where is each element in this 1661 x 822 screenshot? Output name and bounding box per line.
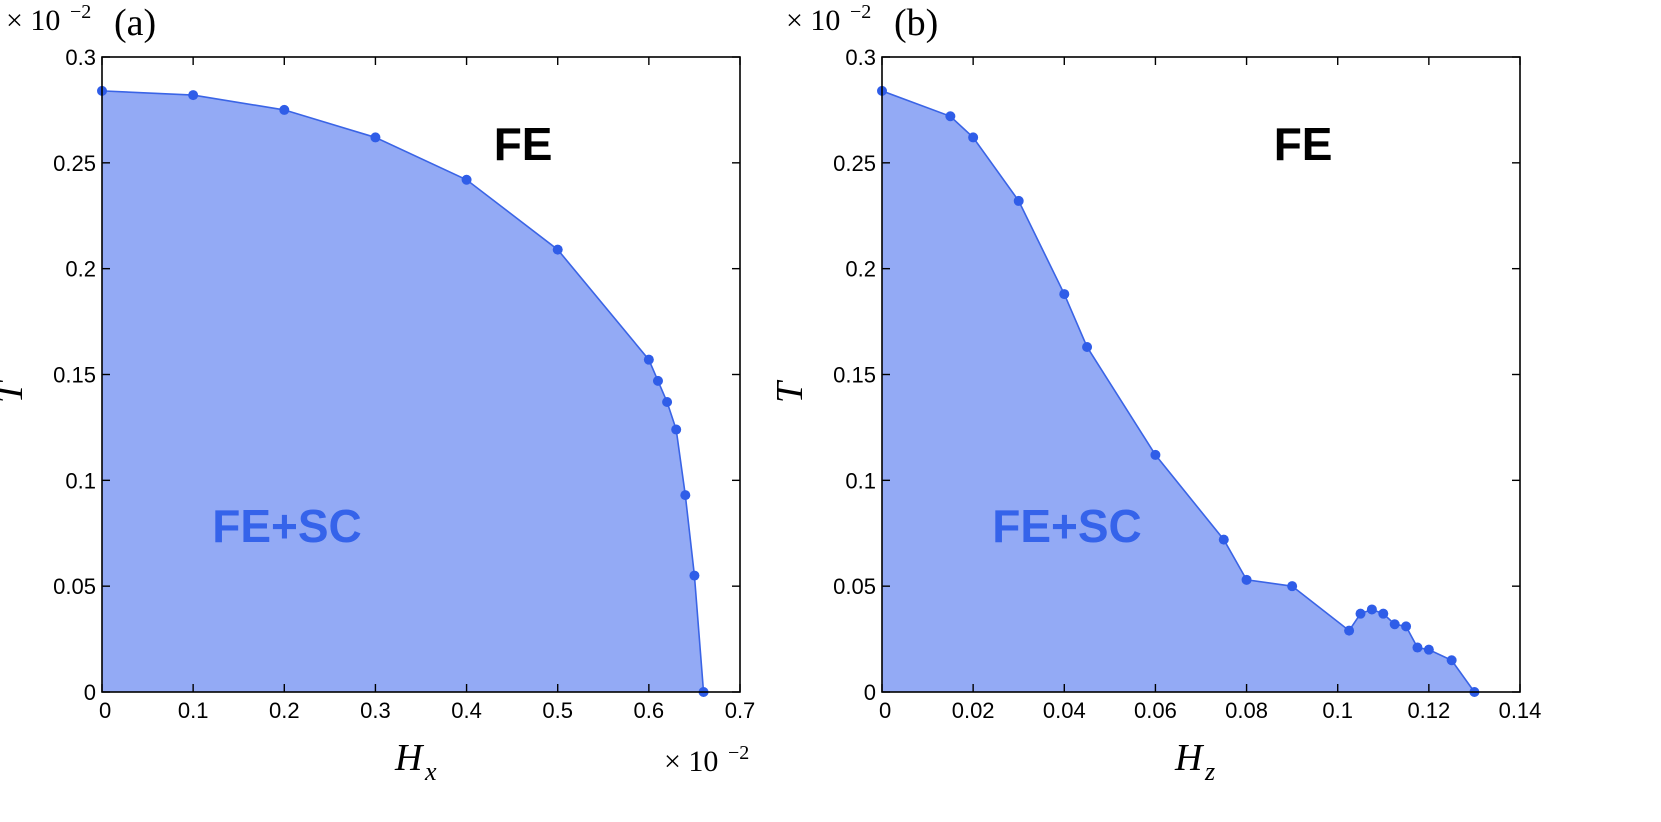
- data-point-5: [552, 244, 563, 255]
- y-multiplier-base: × 10: [6, 4, 60, 37]
- y-tick-label: 0.05: [833, 574, 876, 599]
- x-tick-label: 0.6: [634, 698, 665, 723]
- data-point-9: [1287, 581, 1298, 592]
- y-axis-label: T: [769, 379, 811, 403]
- y-tick-label: 0.15: [833, 363, 876, 388]
- panel-a: 0 0.1 0.2 0.3 0.4 0.5 0.6 0.7 0 0.05 0.1 0.15 0.2 0.2…: [0, 1, 755, 786]
- data-point-3: [1013, 195, 1024, 206]
- data-point-4: [1059, 289, 1070, 300]
- x-tick-label: 0.2: [269, 698, 300, 723]
- data-point-7: [652, 375, 663, 386]
- y-tick-label: 0.3: [845, 45, 876, 70]
- data-point-15: [1401, 621, 1412, 632]
- data-point-1: [188, 90, 199, 101]
- fe-sc-region-area: [102, 90, 704, 692]
- data-point-6: [643, 354, 654, 365]
- y-tick-label: 0: [864, 680, 876, 705]
- fe-sc-region-area: [882, 90, 1475, 692]
- x-tick-label: 0: [879, 698, 891, 723]
- panel-b: 0 0.02 0.04 0.06 0.08 0.1 0.12 0.14 0 0.05 0.1 0.15…: [769, 1, 1541, 786]
- x-tick-label: 0.14: [1499, 698, 1542, 723]
- x-multiplier: × 10 −2: [664, 742, 749, 778]
- x-tick-label: 0.5: [542, 698, 573, 723]
- data-point-4: [461, 174, 472, 185]
- data-point-11: [1355, 608, 1366, 619]
- y-tick-label: 0: [84, 680, 96, 705]
- y-multiplier-base: × 10: [786, 4, 840, 37]
- x-tick-label: 0.1: [1322, 698, 1353, 723]
- data-point-6: [1150, 449, 1161, 460]
- data-point-3: [370, 132, 381, 143]
- y-tick-label: 0.25: [53, 151, 96, 176]
- y-tick-label: 0.1: [845, 468, 876, 493]
- y-tick-label: 0.15: [53, 363, 96, 388]
- x-axis-label-var: H: [1174, 737, 1205, 779]
- axis-ticks: 0 0.02 0.04 0.06 0.08 0.1 0.12 0.14 0 0.05 0.1 0.15…: [833, 45, 1541, 723]
- data-point-16: [1412, 642, 1423, 653]
- y-multiplier-exponent: −2: [70, 1, 91, 23]
- panel-label: (b): [894, 2, 938, 44]
- data-point-14: [1389, 619, 1400, 630]
- y-tick-label: 0.3: [65, 45, 96, 70]
- x-tick-label: 0.4: [451, 698, 482, 723]
- data-point-10: [680, 490, 691, 501]
- region-label-fe-sc: FE+SC: [992, 500, 1142, 552]
- data-point-11: [689, 570, 700, 581]
- y-axis-label: T: [0, 379, 31, 403]
- x-tick-label: 0.08: [1225, 698, 1268, 723]
- data-point-18: [1446, 655, 1457, 666]
- data-point-9: [671, 424, 682, 435]
- x-axis-label-var: H: [394, 737, 425, 779]
- x-tick-label: 0.02: [952, 698, 995, 723]
- x-axis-label-sub: x: [424, 757, 437, 786]
- x-tick-label: 0.04: [1043, 698, 1086, 723]
- y-multiplier-exponent: −2: [850, 1, 871, 23]
- x-tick-label: 0.06: [1134, 698, 1177, 723]
- data-point-10: [1344, 625, 1355, 636]
- data-point-7: [1218, 534, 1229, 545]
- x-tick-label: 0.1: [178, 698, 209, 723]
- region-label-fe: FE: [494, 118, 553, 170]
- x-axis-label: H z: [1174, 737, 1215, 786]
- x-tick-label: 0: [99, 698, 111, 723]
- x-tick-label: 0.12: [1407, 698, 1450, 723]
- data-point-2: [279, 104, 290, 115]
- region-label-fe-sc: FE+SC: [212, 500, 362, 552]
- data-points: [97, 85, 709, 697]
- x-tick-label: 0.7: [725, 698, 756, 723]
- data-point-17: [1423, 644, 1434, 655]
- x-multiplier-base: × 10: [664, 745, 718, 778]
- y-tick-label: 0.1: [65, 468, 96, 493]
- data-point-12: [1366, 604, 1377, 615]
- data-point-1: [945, 111, 956, 122]
- y-multiplier: × 10 −2: [6, 1, 91, 37]
- region-label-fe: FE: [1274, 118, 1333, 170]
- y-multiplier: × 10 −2: [786, 1, 871, 37]
- x-axis-label-sub: z: [1204, 757, 1215, 786]
- data-point-8: [1241, 574, 1252, 585]
- x-tick-label: 0.3: [360, 698, 391, 723]
- x-axis-label: H x: [394, 737, 437, 786]
- panel-label: (a): [114, 2, 156, 44]
- y-tick-label: 0.2: [65, 257, 96, 282]
- y-tick-label: 0.2: [845, 257, 876, 282]
- data-point-2: [968, 132, 979, 143]
- x-multiplier-exponent: −2: [728, 742, 749, 764]
- data-point-13: [1378, 608, 1389, 619]
- y-tick-label: 0.25: [833, 151, 876, 176]
- data-point-8: [662, 397, 673, 408]
- axis-ticks: 0 0.1 0.2 0.3 0.4 0.5 0.6 0.7 0 0.05 0.1 0.15 0.2 0.2…: [53, 45, 755, 723]
- y-tick-label: 0.05: [53, 574, 96, 599]
- data-point-5: [1082, 341, 1093, 352]
